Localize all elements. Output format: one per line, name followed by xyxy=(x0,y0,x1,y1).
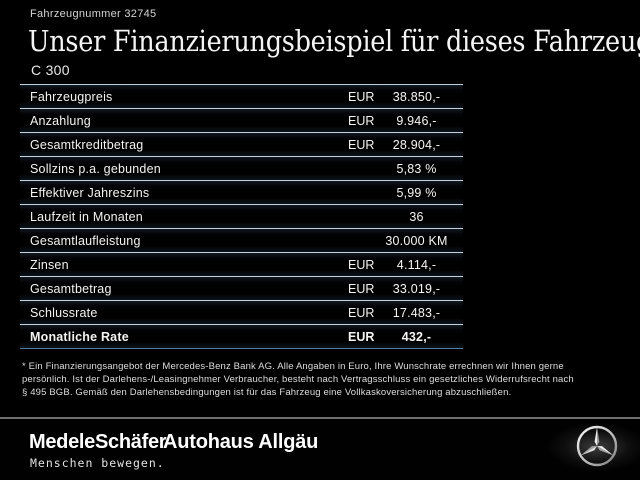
table-row: Gesamtbetrag EUR 33.019,- xyxy=(20,277,463,301)
table-row: Sollzins p.a. gebunden 5,83 % xyxy=(20,157,463,181)
vehicle-number: Fahrzeugnummer 32745 xyxy=(30,8,157,20)
footer-bar: MedeleSchäfer Autohaus Allgäu Menschen b… xyxy=(0,419,640,480)
row-label: Effektiver Jahreszins xyxy=(30,185,150,200)
row-label: Gesamtkreditbetrag xyxy=(30,137,144,152)
row-currency: EUR xyxy=(348,89,375,104)
row-value: 28.904,- xyxy=(392,137,441,152)
table-row: Gesamtkreditbetrag EUR 28.904,- xyxy=(20,133,463,157)
row-currency: EUR xyxy=(348,329,375,344)
legal-footnote: * Ein Finanzierungsangebot der Mercedes-… xyxy=(22,360,626,399)
page-title: Unser Finanzierungsbeispiel für dieses F… xyxy=(28,24,640,58)
dealer-slogan: Menschen bewegen. xyxy=(30,456,165,470)
table-row: Gesamtlaufleistung 30.000 KM xyxy=(20,229,463,253)
row-value: 5,83 % xyxy=(396,161,437,176)
mercedes-star-icon xyxy=(576,425,618,467)
row-value: 30.000 KM xyxy=(385,233,448,248)
footnote-line: persönlich. Ist der Darlehens-/Leasingne… xyxy=(22,374,574,385)
footnote-line: § 495 BGB. Gemäß den Darlehensbedingunge… xyxy=(22,387,512,398)
dealer-logo-autohaus-allgaeu: Autohaus Allgäu xyxy=(163,431,319,453)
star-glow xyxy=(527,419,640,480)
row-value: 33.019,- xyxy=(392,281,441,296)
table-row: Anzahlung EUR 9.946,- xyxy=(20,109,463,133)
row-label: Gesamtlaufleistung xyxy=(30,233,141,248)
row-label: Monatliche Rate xyxy=(30,329,129,344)
row-value: 38.850,- xyxy=(392,89,441,104)
dealer-logo-medeleschaefer: MedeleSchäfer xyxy=(29,431,167,453)
table-row: Zinsen EUR 4.114,- xyxy=(20,253,463,277)
table-row: Laufzeit in Monaten 36 xyxy=(20,205,463,229)
table-row: Monatliche Rate EUR 432,- xyxy=(20,325,463,349)
row-value: 9.946,- xyxy=(396,113,437,128)
row-currency: EUR xyxy=(348,113,375,128)
row-label: Schlussrate xyxy=(30,305,98,320)
row-currency: EUR xyxy=(348,257,375,272)
vehicle-model: C 300 xyxy=(31,62,70,78)
row-label: Laufzeit in Monaten xyxy=(30,209,143,224)
row-label: Anzahlung xyxy=(30,113,91,128)
table-row: Fahrzeugpreis EUR 38.850,- xyxy=(20,85,463,109)
row-currency: EUR xyxy=(348,137,375,152)
footnote-line: * Ein Finanzierungsangebot der Mercedes-… xyxy=(22,361,564,372)
table-row: Schlussrate EUR 17.483,- xyxy=(20,301,463,325)
row-value: 17.483,- xyxy=(392,305,441,320)
row-value: 36 xyxy=(409,209,424,224)
finance-table: Fahrzeugpreis EUR 38.850,- Anzahlung EUR… xyxy=(20,84,463,349)
row-label: Fahrzeugpreis xyxy=(30,89,113,104)
row-value: 4.114,- xyxy=(396,257,437,272)
row-label: Sollzins p.a. gebunden xyxy=(30,161,161,176)
row-label: Gesamtbetrag xyxy=(30,281,112,296)
row-currency: EUR xyxy=(348,281,375,296)
row-value: 432,- xyxy=(401,329,432,344)
table-row: Effektiver Jahreszins 5,99 % xyxy=(20,181,463,205)
row-label: Zinsen xyxy=(30,257,69,272)
row-value: 5,99 % xyxy=(396,185,437,200)
footer-divider xyxy=(0,417,640,419)
row-currency: EUR xyxy=(348,305,375,320)
